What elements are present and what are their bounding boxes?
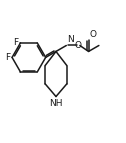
Text: N: N [67, 35, 74, 44]
Text: F: F [13, 38, 18, 47]
Text: O: O [75, 41, 82, 50]
Text: NH: NH [49, 99, 63, 108]
Text: F: F [5, 53, 10, 62]
Text: O: O [89, 30, 96, 39]
